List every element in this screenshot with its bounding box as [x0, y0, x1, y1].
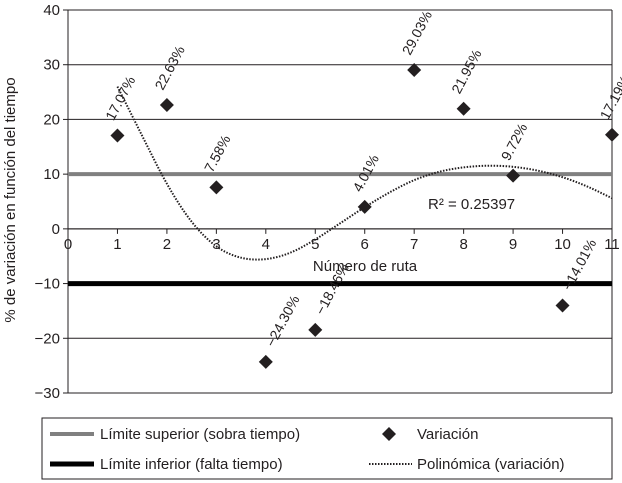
x-tick-label: 6	[361, 236, 369, 253]
x-tick-labels: 0 1 2 3 4 5 6 7 8 9 10 11	[64, 236, 620, 253]
y-tick-labels: −30 −20 −10 0 10 20 30 40	[35, 2, 60, 402]
data-label: 17.19%	[597, 73, 622, 122]
data-labels: 17.07%22.63%7.58%−24.30%−18.46%4.01%29.0…	[102, 8, 622, 349]
data-label: 7.58%	[201, 132, 234, 175]
data-point	[110, 128, 125, 143]
y-tick-label: 20	[43, 111, 60, 128]
trendline-group	[116, 86, 613, 261]
data-label: 9.72%	[498, 121, 531, 164]
data-point	[308, 322, 323, 337]
legend-label-lower-limit: Límite inferior (falta tiempo)	[100, 456, 283, 473]
x-axis-title: Número de ruta	[313, 258, 418, 275]
y-tick-label: 40	[43, 2, 60, 19]
x-tick-label: 1	[113, 236, 121, 253]
x-tick-label: 5	[311, 236, 319, 253]
x-tick-label: 8	[459, 236, 467, 253]
data-point	[209, 180, 224, 195]
y-tick-label: 10	[43, 166, 60, 183]
data-point	[357, 199, 372, 214]
gridlines	[68, 9, 612, 394]
y-tick-label: −30	[35, 385, 60, 402]
legend-label-upper-limit: Límite superior (sobra tiempo)	[100, 426, 300, 443]
limit-lines	[68, 172, 612, 287]
data-point	[456, 101, 471, 116]
x-tick-label: 2	[163, 236, 171, 253]
data-label: −24.30%	[262, 293, 302, 350]
data-point	[506, 168, 521, 183]
x-tick-label: 9	[509, 236, 517, 253]
x-tick-label: 7	[410, 236, 418, 253]
data-point	[258, 354, 273, 369]
legend-label-variation: Variación	[417, 426, 478, 443]
y-tick-label: 0	[52, 221, 60, 238]
data-point	[555, 298, 570, 313]
data-point	[407, 63, 422, 78]
axes	[63, 9, 613, 394]
data-point	[605, 127, 619, 142]
x-tick-label: 3	[212, 236, 220, 253]
legend: Límite superior (sobra tiempo) Variación…	[41, 417, 613, 480]
y-tick-label: −20	[35, 330, 60, 347]
legend-label-trendline: Polinómica (variación)	[417, 456, 565, 473]
y-tick-label: 30	[43, 57, 60, 74]
data-label: 21.95%	[448, 47, 484, 96]
y-axis-title: % de variación en función del tiempo	[2, 77, 19, 322]
data-point	[159, 98, 174, 113]
y-tick-label: −10	[35, 276, 60, 293]
data-points	[110, 63, 619, 369]
x-tick-label: 4	[262, 236, 270, 253]
data-label: 22.63%	[151, 43, 187, 92]
r-squared-annotation: R² = 0.25397	[428, 196, 515, 213]
x-tick-label: 10	[554, 236, 571, 253]
trendline	[116, 86, 613, 261]
legend-box	[41, 417, 613, 480]
data-label: 29.03%	[399, 8, 435, 57]
x-tick-label: 11	[604, 236, 620, 253]
legend-swatch-variation	[382, 427, 396, 441]
data-label: 17.07%	[102, 73, 138, 122]
x-tick-label: 0	[64, 236, 72, 253]
